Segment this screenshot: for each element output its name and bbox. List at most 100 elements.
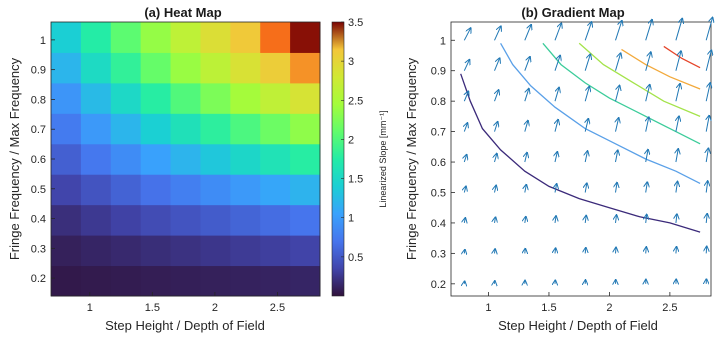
heatmap-cell bbox=[80, 265, 112, 297]
quiver-arrow bbox=[676, 117, 679, 132]
quiver-arrow bbox=[463, 60, 469, 71]
y-tick-label: 0.6 bbox=[431, 157, 446, 169]
heatmap-cell bbox=[290, 82, 321, 114]
quiver-arrow bbox=[554, 56, 560, 71]
heatmap-cell bbox=[110, 265, 142, 297]
quiver-arrow bbox=[585, 151, 587, 163]
heatmap-cell bbox=[200, 52, 231, 84]
heatmap-cell bbox=[230, 265, 261, 297]
x-tick-label: 1 bbox=[87, 302, 93, 314]
heatmap-cell bbox=[80, 82, 112, 114]
quiver-arrow bbox=[706, 116, 709, 132]
quiver-arrow bbox=[464, 123, 467, 132]
quiver-arrow bbox=[616, 215, 617, 223]
gradient-map-panel: (b) Gradient Map 1 1.5 2 2.5 0.20.30.40.50.… bbox=[404, 5, 713, 333]
heatmap-cell bbox=[170, 113, 201, 145]
quiver-arrow bbox=[706, 149, 708, 163]
quiver-arrow bbox=[464, 218, 465, 223]
quiver-arrow bbox=[646, 182, 648, 193]
heatmap-cell bbox=[80, 204, 112, 236]
quiver-arrow bbox=[494, 26, 501, 41]
heatmap-cell bbox=[260, 204, 291, 236]
quiver-arrow bbox=[615, 53, 621, 71]
contour-lines bbox=[460, 42, 701, 233]
quiver-arrow bbox=[676, 247, 677, 254]
quiver-arrow bbox=[584, 54, 590, 71]
colorbar-tick-label: 0.5 bbox=[348, 252, 363, 264]
heatmap-cell bbox=[51, 22, 82, 53]
heatmap-cell bbox=[200, 113, 231, 145]
y-tick-label: 0.9 bbox=[31, 65, 46, 77]
quiver-arrow bbox=[463, 28, 470, 41]
quiver-arrow bbox=[676, 182, 678, 193]
heatmap-cell bbox=[140, 52, 172, 84]
quiver-arrow bbox=[645, 20, 652, 41]
contour-line bbox=[663, 45, 701, 69]
quiver-arrow bbox=[646, 117, 649, 132]
quiver-arrow bbox=[495, 122, 498, 132]
quiver-arrow bbox=[584, 22, 591, 41]
colorbar-tick-label: 1.5 bbox=[348, 174, 363, 186]
heatmap-cell bbox=[260, 52, 291, 84]
colorbar-tick-label: 2.5 bbox=[348, 95, 363, 107]
heatmap-cell bbox=[200, 174, 231, 206]
quiver-arrow bbox=[555, 216, 556, 223]
gradient-x-ticks: 1 1.5 2 2.5 bbox=[485, 292, 678, 314]
heatmap-cell bbox=[110, 52, 142, 84]
heatmap-cell bbox=[230, 113, 261, 145]
contour-line bbox=[621, 48, 701, 90]
quiver-arrow bbox=[464, 250, 465, 254]
heatmap-cell bbox=[140, 22, 172, 53]
heatmap-cell bbox=[200, 82, 231, 114]
y-tick-label: 1 bbox=[440, 35, 446, 47]
quiver-arrow bbox=[676, 214, 677, 223]
heatmap-x-ticks: 1 1.5 2 2.5 bbox=[87, 292, 285, 314]
heatmap-cell bbox=[140, 235, 172, 267]
heatmap-cell bbox=[80, 113, 112, 145]
y-tick-label: 0.3 bbox=[431, 248, 446, 260]
heatmap-cell bbox=[170, 265, 201, 297]
quiver-arrow bbox=[706, 181, 708, 193]
y-tick-label: 0.9 bbox=[431, 66, 446, 78]
heatmap-cell bbox=[260, 265, 291, 297]
heatmap-cell bbox=[230, 235, 261, 267]
y-tick-label: 0.3 bbox=[31, 243, 46, 255]
heatmap-cell bbox=[170, 235, 201, 267]
quiver-arrow bbox=[495, 154, 497, 163]
gradient-map-title: (b) Gradient Map bbox=[521, 5, 624, 20]
heatmap-cell bbox=[260, 143, 291, 175]
gradient-map-y-axis-label: Fringe Frequency / Max Frequency bbox=[404, 57, 419, 260]
quiver-arrow bbox=[554, 24, 561, 41]
heatmap-cell bbox=[290, 204, 321, 236]
contour-line bbox=[542, 42, 701, 145]
quiver-arrow bbox=[555, 152, 557, 163]
heatmap-cell bbox=[51, 143, 82, 175]
heatmap-cell bbox=[110, 113, 142, 145]
contour-line bbox=[500, 42, 701, 184]
heatmap-cell bbox=[230, 82, 261, 114]
quiver-arrow bbox=[616, 248, 617, 254]
contour-line bbox=[460, 73, 701, 233]
quiver-arrow bbox=[525, 185, 527, 193]
heatmap-y-axis-label: Fringe Frequency / Max Frequency bbox=[7, 57, 22, 260]
quiver-arrows bbox=[464, 18, 712, 284]
heatmap-cell bbox=[80, 235, 112, 267]
quiver-arrow bbox=[675, 84, 680, 102]
heatmap-cell bbox=[140, 82, 172, 114]
heatmap-cell bbox=[200, 235, 231, 267]
heatmap-cell bbox=[110, 235, 142, 267]
heatmap-y-ticks: 0.2 0.3 0.4 0.5 0.6 0.7 0.8 0.9 1 bbox=[31, 35, 55, 285]
gradient-y-ticks: 0.2 0.3 0.4 0.5 0.6 0.7 0.8 0.9 1 bbox=[431, 35, 455, 291]
x-tick-label: 2 bbox=[212, 302, 218, 314]
heatmap-cell bbox=[230, 143, 261, 175]
quiver-arrow bbox=[616, 183, 618, 193]
y-tick-label: 0.5 bbox=[31, 184, 46, 196]
quiver-arrow bbox=[585, 183, 587, 193]
heatmap-cell bbox=[200, 204, 231, 236]
heatmap-cell bbox=[230, 52, 261, 84]
colorbar-tick-label: 1 bbox=[348, 213, 354, 225]
heatmap-cell bbox=[110, 174, 142, 206]
heatmap-cell bbox=[80, 143, 112, 175]
y-tick-label: 0.7 bbox=[31, 124, 46, 136]
